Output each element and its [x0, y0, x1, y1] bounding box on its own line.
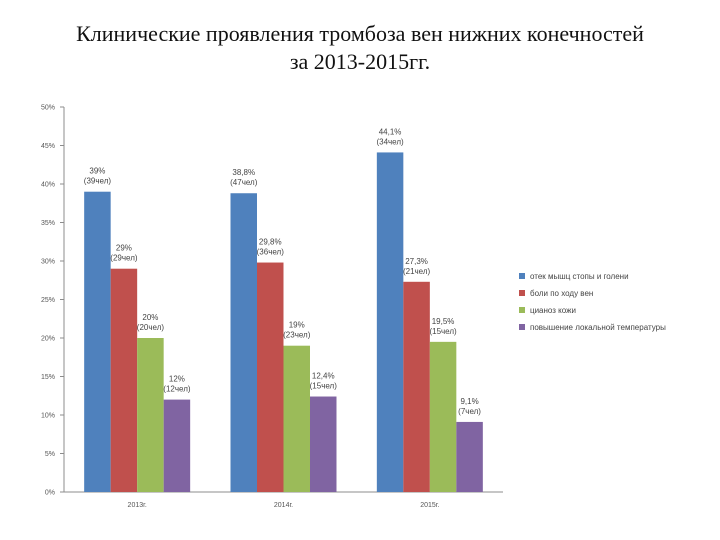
bar — [376, 152, 404, 492]
data-label-percent: 19,5% — [432, 317, 455, 326]
data-label-count: (15чел) — [310, 382, 338, 391]
x-tick-label: 2013г. — [128, 502, 147, 509]
y-tick-label: 30% — [41, 259, 55, 266]
bar — [456, 421, 483, 492]
y-tick-label: 20% — [41, 336, 55, 343]
bar — [257, 262, 284, 492]
bar — [283, 345, 310, 492]
data-label-percent: 29% — [116, 244, 132, 253]
legend-swatch — [519, 307, 525, 313]
legend-swatch — [519, 290, 525, 296]
chart-data-labels: 39%(39чел) 38,8%(47чел) 44,1%(34чел) 29%(29… — [84, 127, 482, 416]
data-label-count: (39чел) — [84, 177, 112, 186]
chart-title-line1: Клинические проявления тромбоза вен нижн… — [76, 21, 644, 46]
y-tick-label: 25% — [41, 297, 55, 304]
data-label-count: (34чел) — [376, 137, 404, 146]
bar — [230, 193, 257, 493]
legend-label: боли по ходу вен — [530, 289, 593, 298]
legend-swatch — [519, 324, 525, 330]
legend-label: повышение локальной температуры — [530, 323, 666, 332]
data-label-percent: 20% — [142, 313, 158, 322]
chart-title: Клинические проявления тромбоза вен нижн… — [0, 20, 720, 76]
x-tick-label: 2015г. — [420, 502, 439, 509]
y-tick-label: 5% — [45, 451, 55, 458]
legend-label: отек мышц стопы и голени — [530, 272, 629, 281]
chart-axes: 0% 5% 10% 15% 20% 25% 30% 35% 40% 45% 50% 2013г. 201… — [41, 105, 503, 509]
y-tick-label: 50% — [41, 105, 55, 112]
y-tick-label: 10% — [41, 413, 55, 420]
bar — [84, 191, 111, 492]
data-label-count: (47чел) — [230, 178, 258, 187]
y-tick-label: 35% — [41, 220, 55, 227]
y-tick-label: 45% — [41, 143, 55, 150]
bar — [429, 341, 457, 492]
y-tick-label: 0% — [45, 490, 55, 497]
data-label-count: (23чел) — [283, 331, 311, 340]
data-label-count: (21чел) — [403, 267, 431, 276]
data-label-percent: 9,1% — [460, 397, 478, 406]
legend-swatch — [519, 273, 525, 279]
data-label-percent: 19% — [289, 321, 305, 330]
data-label-percent: 12,4% — [312, 372, 335, 381]
data-label-percent: 38,8% — [232, 168, 255, 177]
data-label-percent: 12% — [169, 375, 185, 384]
chart-title-line2: за 2013-2015гг. — [289, 49, 431, 74]
bar — [310, 396, 337, 492]
y-tick-label: 15% — [41, 374, 55, 381]
bar — [403, 281, 430, 492]
data-label-count: (20чел) — [137, 323, 165, 332]
y-tick-label: 40% — [41, 182, 55, 189]
legend-label: цианоз кожи — [530, 306, 576, 315]
data-label-count: (15чел) — [429, 327, 457, 336]
bar — [163, 399, 191, 492]
data-label-count: (7чел) — [458, 407, 481, 416]
bar — [110, 268, 138, 492]
data-label-percent: 27,3% — [405, 257, 428, 266]
bar — [137, 338, 164, 492]
data-label-percent: 29,8% — [259, 238, 282, 247]
x-tick-label: 2014г. — [274, 502, 293, 509]
chart-bars — [84, 152, 483, 493]
data-label-count: (36чел) — [257, 248, 285, 257]
chart-legend: отек мышц стопы и голени боли по ходу вен… — [519, 272, 666, 332]
data-label-count: (12чел) — [163, 385, 191, 394]
data-label-percent: 44,1% — [379, 127, 402, 136]
data-label-percent: 39% — [89, 167, 105, 176]
data-label-count: (29чел) — [110, 254, 138, 263]
